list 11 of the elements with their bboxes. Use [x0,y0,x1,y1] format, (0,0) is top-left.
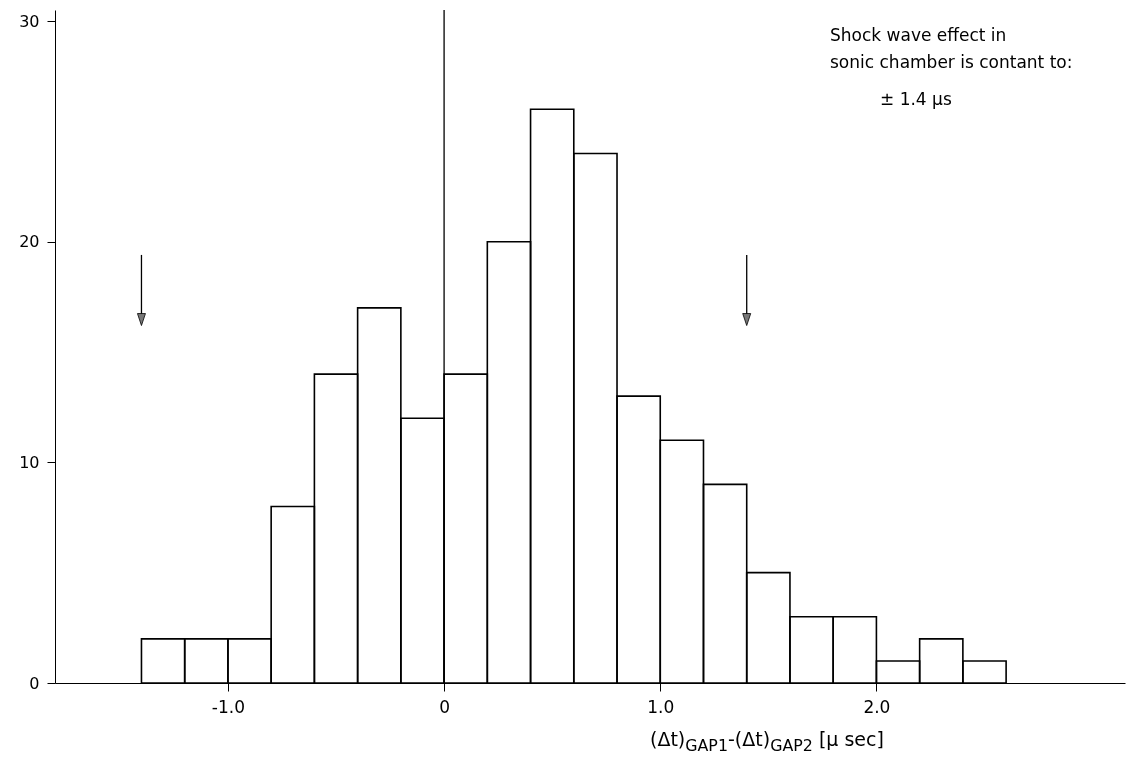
y-tick-label: 0 [29,673,40,693]
x-tick-label: 2.0 [863,696,891,717]
y-tick-label: 20 [19,232,40,252]
x-axis-title: (Δt)$_{GAP1}$-(Δt)$_{GAP2}$ [µ sec] [650,728,884,755]
annotation: Shock wave effect in sonic chamber is contant to: [830,25,1073,72]
x-tick-label: -1.0 [211,696,246,717]
x-tick-label: 1.0 [647,696,675,717]
annotation: ± 1.4 µs [880,89,952,109]
y-tick-label: 10 [19,452,40,472]
y-tick-label: 30 [19,11,40,31]
x-tick-label: 0 [439,696,450,717]
